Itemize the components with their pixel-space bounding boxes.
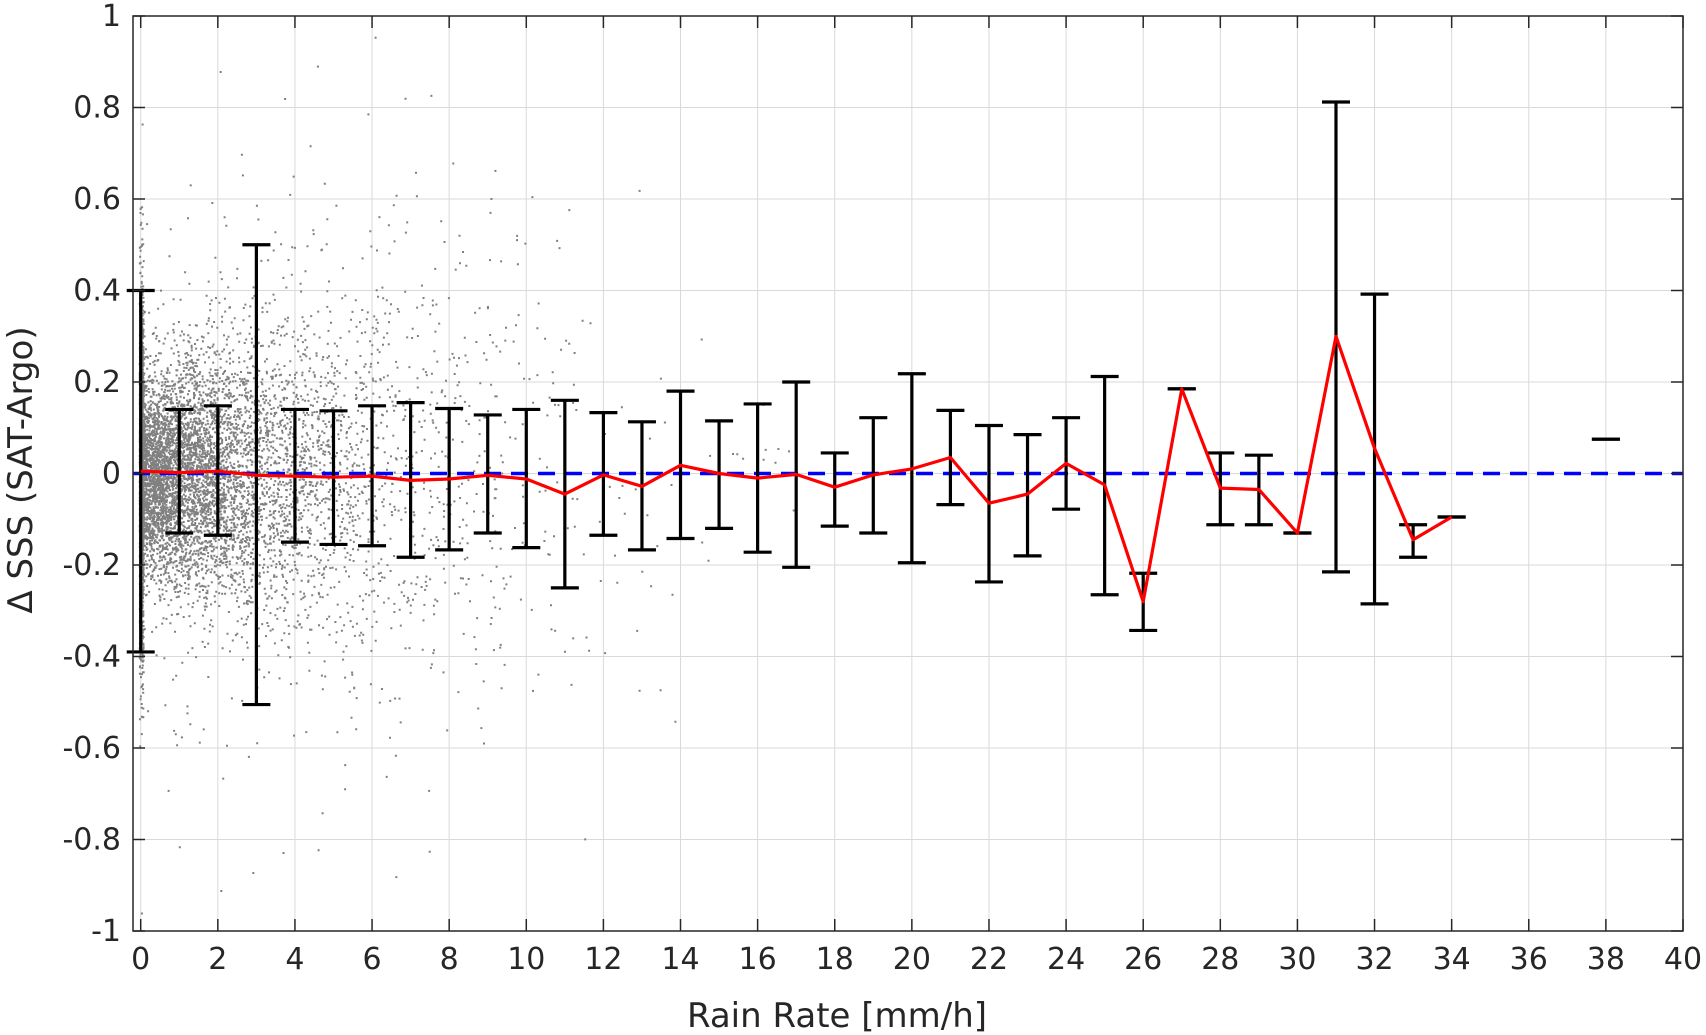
x-tick-label: 0: [131, 942, 150, 977]
y-axis-label: Δ SSS (SAT-Argo): [1, 326, 41, 613]
x-tick-label: 32: [1355, 942, 1393, 977]
axes-box: [132, 15, 1684, 932]
y-tick-label: 0.4: [73, 274, 121, 309]
x-tick-label: 10: [507, 942, 545, 977]
x-tick-labels: 0 2 4 6 8 10 12 14 16 18 20 22 24 26 28 30 32 34 36 38 40: [131, 942, 1702, 977]
mean-series-line: [140, 334, 1453, 604]
x-tick-label: 18: [816, 942, 854, 977]
x-tick-label: 12: [584, 942, 622, 977]
x-tick-label: 38: [1587, 942, 1625, 977]
x-tick-label: 20: [893, 942, 931, 977]
y-tick-label: 0.6: [73, 182, 121, 217]
x-tick-label: 36: [1510, 942, 1548, 977]
x-tick-label: 40: [1664, 942, 1702, 977]
y-tick-label: 0.8: [73, 91, 121, 126]
y-tick-label: 1: [102, 0, 121, 34]
mean-line: [140, 334, 1453, 604]
x-tick-label: 14: [661, 942, 699, 977]
x-tick-label: 28: [1201, 942, 1239, 977]
y-tick-label: 0: [102, 457, 121, 492]
x-tick-label: 34: [1433, 942, 1471, 977]
x-tick-label: 24: [1047, 942, 1085, 977]
x-tick-label: 6: [363, 942, 382, 977]
y-tick-label: -0.2: [62, 548, 121, 583]
y-tick-label: -0.6: [62, 731, 121, 766]
x-axis-label: Rain Rate [mm/h]: [687, 996, 987, 1035]
y-tick-label: -1: [91, 914, 121, 949]
y-tick-label: -0.8: [62, 823, 121, 858]
scatter-cloud: [138, 36, 795, 915]
error-bars: [126, 100, 1620, 707]
y-tick-labels: -1 -0.8 -0.6 -0.4 -0.2 0 0.2 0.4 0.6 0.8 1: [62, 0, 121, 949]
x-tick-label: 16: [739, 942, 777, 977]
x-tick-label: 8: [440, 942, 459, 977]
error-bar: [820, 451, 849, 528]
y-tick-label: 0.2: [73, 365, 121, 400]
x-tick-label: 26: [1124, 942, 1162, 977]
y-tick-label: -0.4: [62, 640, 121, 675]
x-tick-label: 4: [285, 942, 304, 977]
scatter-points: [138, 36, 795, 915]
x-tick-label: 22: [970, 942, 1008, 977]
x-tick-label: 30: [1278, 942, 1316, 977]
x-tick-label: 2: [208, 942, 227, 977]
